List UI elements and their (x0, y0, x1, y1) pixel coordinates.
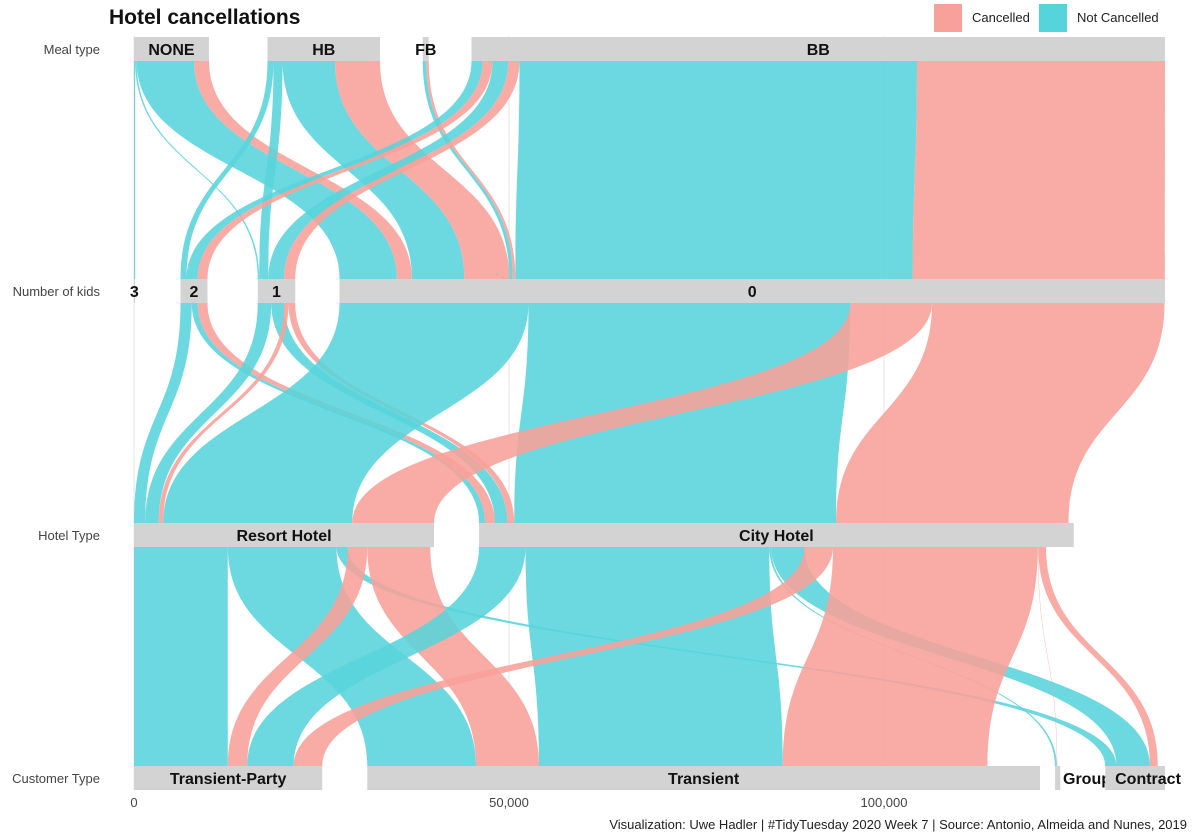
axis-label: Meal type (44, 42, 100, 57)
flow-not-cancelled (180, 61, 274, 279)
node-bar (471, 37, 1165, 61)
node-label: Transient-Party (170, 771, 287, 788)
axis-label: Hotel Type (38, 528, 100, 543)
axis-labels: Meal type Number of kids Hotel Type Custome… (12, 42, 100, 786)
node-bar (1105, 766, 1165, 790)
flow-cancelled (197, 61, 493, 279)
node-label: 1 (272, 284, 281, 301)
node-label: 0 (748, 284, 757, 301)
node-bar (134, 279, 135, 303)
flow-cancelled (352, 303, 932, 523)
node-bar (257, 279, 296, 303)
x-tick-label: 50,000 (489, 795, 529, 810)
node-label: HB (312, 42, 335, 59)
chart-title: Hotel cancellations (109, 6, 300, 29)
flow-cancelled (782, 547, 1038, 766)
legend-label-cancelled: Cancelled (972, 10, 1030, 25)
x-ticks: 0 50,000 100,000 (130, 795, 907, 810)
flow-not-cancelled (247, 547, 526, 766)
node-label: Contract (1115, 771, 1181, 788)
flow-not-cancelled (163, 303, 529, 523)
node-bar (1055, 766, 1061, 790)
flow-not-cancelled (525, 547, 783, 766)
node-bar (422, 37, 429, 61)
node-label: City Hotel (739, 528, 814, 545)
node-bar (134, 37, 209, 61)
node-label: NONE (148, 42, 195, 59)
flow-not-cancelled (186, 61, 483, 279)
flows-layer (134, 61, 1165, 766)
flow-cancelled (284, 61, 520, 279)
flow-not-cancelled (515, 61, 917, 279)
node-label: Transient (668, 771, 740, 788)
flow-cancelled (367, 547, 539, 766)
node-label: BB (807, 42, 830, 59)
flow-not-cancelled (134, 61, 136, 279)
node-bar (367, 766, 1040, 790)
axis-label: Customer Type (12, 771, 100, 786)
node-label: 2 (190, 284, 199, 301)
flow-not-cancelled (134, 547, 228, 766)
flow-cancelled (426, 61, 516, 279)
flow-cancelled (194, 61, 412, 279)
legend: Cancelled Not Cancelled (934, 4, 1159, 32)
flow-cancelled (158, 303, 289, 523)
flow-not-cancelled (282, 61, 465, 279)
node-bar (267, 37, 380, 61)
flow-not-cancelled (134, 303, 192, 523)
flow-not-cancelled (422, 61, 513, 279)
legend-swatch-not-cancelled (1039, 4, 1067, 32)
axis-label: Number of kids (13, 284, 101, 299)
x-tick-label: 0 (130, 795, 137, 810)
node-label: Group (1063, 771, 1111, 788)
flow-cancelled (335, 61, 510, 279)
node-bar (134, 523, 434, 547)
flow-cancelled (293, 547, 833, 766)
flow-not-cancelled (145, 303, 272, 523)
legend-label-not-cancelled: Not Cancelled (1077, 10, 1159, 25)
flow-cancelled (1037, 547, 1058, 766)
flow-cancelled (836, 303, 1165, 523)
node-bar (479, 523, 1074, 547)
node-bar (134, 766, 323, 790)
node-label: Resort Hotel (236, 528, 331, 545)
node-bar (339, 279, 1165, 303)
x-tick-label: 100,000 (861, 795, 908, 810)
flow-not-cancelled (227, 547, 476, 766)
flow-not-cancelled (268, 61, 509, 279)
flow-cancelled (1038, 547, 1158, 766)
flow-not-cancelled (259, 61, 283, 279)
flow-cancelled (227, 547, 368, 766)
node-label: 3 (130, 284, 139, 301)
node-bar (180, 279, 208, 303)
nodes-layer: NONE HB FB BB 3 2 1 0 Resort Hotel City Hotel Tran… (130, 37, 1182, 790)
legend-swatch-cancelled (934, 4, 962, 32)
flow-cancelled (912, 61, 1165, 279)
caption: Visualization: Uwe Hadler | #TidyTuesday… (609, 817, 1187, 832)
flow-not-cancelled (135, 61, 260, 279)
node-label: FB (415, 42, 436, 59)
